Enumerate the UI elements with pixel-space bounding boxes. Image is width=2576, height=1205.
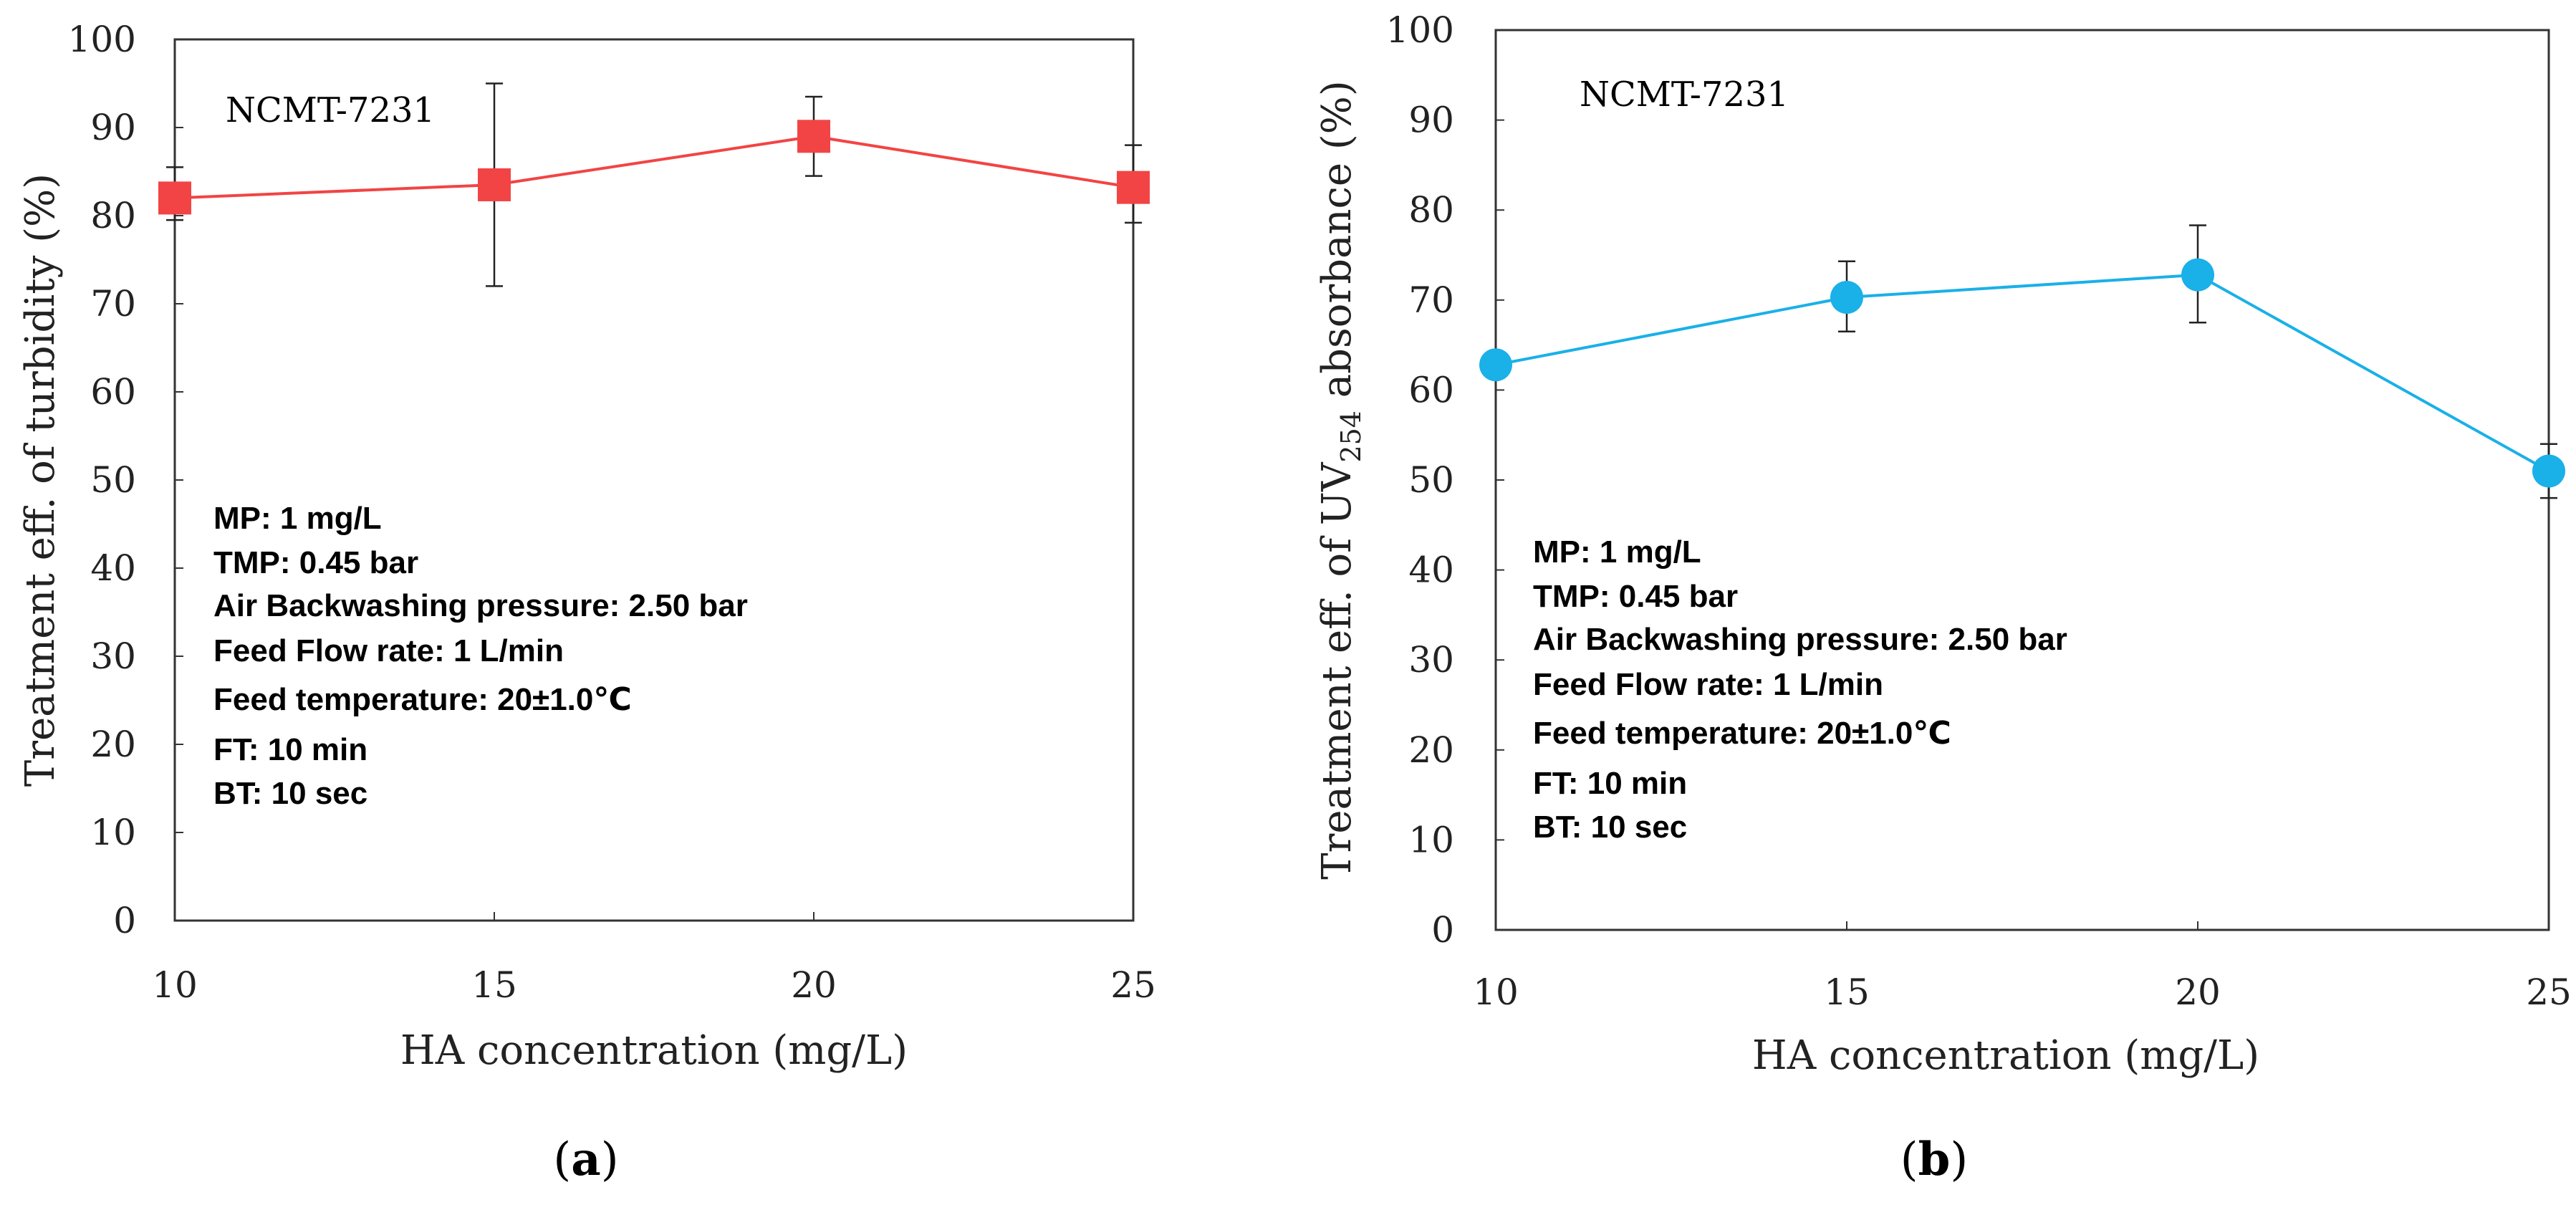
condition-text: Feed temperature: 20±1.0℃ <box>1533 716 1951 751</box>
data-point <box>1479 348 1512 382</box>
y-tick-label: 70 <box>90 283 136 325</box>
data-point <box>2532 454 2565 488</box>
conditions-list-a: MP: 1 mg/L TMP: 0.45 bar Air Backwashing p… <box>213 501 748 811</box>
series-line-b <box>1495 273 2549 473</box>
y-tick-label: 90 <box>1408 100 1454 141</box>
y-tick-label: 20 <box>1408 729 1454 771</box>
panel-label-a: (a) <box>553 1133 618 1186</box>
y-tick-label: 60 <box>1408 369 1454 411</box>
data-point <box>1117 171 1150 204</box>
series-line-a <box>174 135 1134 200</box>
y-tick-label: 10 <box>1408 819 1454 860</box>
data-point <box>1830 281 1863 315</box>
data-point <box>2181 258 2214 292</box>
data-markers-a <box>158 120 1150 215</box>
condition-text: MP: 1 mg/L <box>1533 534 1701 570</box>
series-line <box>174 135 1134 200</box>
condition-text: FT: 10 min <box>213 732 367 767</box>
conditions-list-b: MP: 1 mg/L TMP: 0.45 bar Air Backwashing p… <box>1533 534 2067 845</box>
y-tick-label: 30 <box>90 635 136 677</box>
y-tick-label: 70 <box>1408 279 1454 321</box>
x-tick-label: 15 <box>1824 971 1870 1013</box>
x-tick-label: 20 <box>791 964 837 1006</box>
data-point <box>478 168 511 201</box>
x-tick-label: 20 <box>2175 971 2221 1013</box>
y-tick-label: 50 <box>90 459 136 501</box>
x-tick-label: 25 <box>1110 964 1156 1006</box>
chart-panel-b: 0 10 20 30 40 50 60 70 80 90 100 10 15 20 25 NCMT-723… <box>1314 9 2572 1186</box>
y-tick-label: 40 <box>90 547 136 589</box>
y-axis-label-b: Treatment eff. of UV254 absorbance (%) <box>1314 80 1367 880</box>
y-axis-label-a: Treatment eff. of turbidity (%) <box>17 173 64 787</box>
y-tick-label: 20 <box>90 724 136 765</box>
y-tick-label: 0 <box>113 900 136 941</box>
y-tick-label: 0 <box>1431 909 1454 951</box>
x-axis-label-a: HA concentration (mg/L) <box>400 1027 908 1074</box>
annotation-label-a: NCMT-7231 <box>226 90 435 130</box>
x-tick-label: 10 <box>1473 971 1519 1013</box>
data-point <box>797 120 830 153</box>
condition-text: Air Backwashing pressure: 2.50 bar <box>1533 622 2067 657</box>
condition-text: Air Backwashing pressure: 2.50 bar <box>213 588 748 623</box>
condition-text: MP: 1 mg/L <box>213 501 382 536</box>
y-tick-label: 80 <box>90 195 136 236</box>
y-tick-labels-b: 0 10 20 30 40 50 60 70 80 90 100 <box>1386 9 1504 951</box>
chart-panel-a: 0 10 20 30 40 50 60 70 80 90 100 10 15 20 25 NCMT-723… <box>17 19 1156 1186</box>
annotation-label-b: NCMT-7231 <box>1580 75 1789 115</box>
condition-text: Feed temperature: 20±1.0℃ <box>213 682 632 717</box>
x-tick-label: 10 <box>152 964 198 1006</box>
condition-text: TMP: 0.45 bar <box>213 545 418 580</box>
x-tick-labels-b: 10 15 20 25 <box>1473 921 2572 1013</box>
condition-text: TMP: 0.45 bar <box>1533 579 1738 614</box>
condition-text: FT: 10 min <box>1533 766 1687 801</box>
series-line <box>1495 273 2549 473</box>
x-axis-label-b: HA concentration (mg/L) <box>1752 1032 2259 1079</box>
x-tick-label: 25 <box>2526 971 2572 1013</box>
condition-text: Feed Flow rate: 1 L/min <box>1533 667 1883 702</box>
y-tick-label: 40 <box>1408 549 1454 591</box>
y-tick-label: 60 <box>90 371 136 413</box>
y-tick-label: 30 <box>1408 639 1454 681</box>
condition-text: BT: 10 sec <box>1533 810 1687 845</box>
y-tick-label: 80 <box>1408 189 1454 231</box>
y-tick-label: 100 <box>68 19 136 60</box>
y-tick-labels-a: 0 10 20 30 40 50 60 70 80 90 100 <box>68 19 183 941</box>
y-tick-label: 10 <box>90 812 136 853</box>
data-markers-b <box>1479 258 2565 488</box>
x-tick-label: 15 <box>471 964 517 1006</box>
y-tick-label: 50 <box>1408 459 1454 501</box>
condition-text: Feed Flow rate: 1 L/min <box>213 633 564 668</box>
y-tick-label: 90 <box>90 107 136 148</box>
x-tick-labels-a: 10 15 20 25 <box>152 912 1156 1006</box>
panel-label-b: (b) <box>1900 1133 1969 1186</box>
condition-text: BT: 10 sec <box>213 776 367 811</box>
data-point <box>158 181 191 215</box>
y-tick-label: 100 <box>1386 9 1454 51</box>
